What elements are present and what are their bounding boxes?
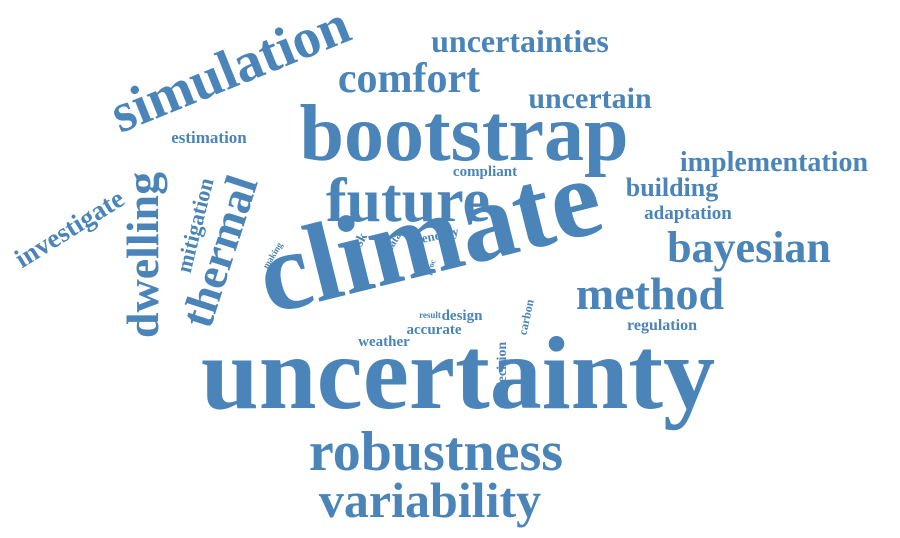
word-uncertainty: uncertainty [201, 316, 715, 431]
word-comfort: comfort [338, 56, 480, 102]
word-weather: weather [358, 334, 410, 350]
word-decision: decision [495, 342, 510, 390]
word-future: future [326, 167, 490, 235]
word-robustness: robustness [309, 421, 563, 483]
word-investigate: investigate [9, 183, 129, 274]
word-adaptation: adaptation [644, 203, 732, 224]
word-bayesian: bayesian [667, 223, 831, 272]
word-dwelling: dwelling [117, 172, 168, 338]
word-building: building [626, 173, 719, 202]
word-result: result [419, 310, 441, 320]
word-bootstrap: bootstrap [300, 90, 629, 178]
word-method: method [576, 268, 725, 319]
word-estimation: estimation [171, 128, 247, 147]
word-accurate: accurate [407, 322, 462, 338]
word-variability: variability [319, 472, 541, 528]
word-uncertain: uncertain [528, 82, 652, 115]
word-uncertainties: uncertainties [431, 23, 609, 59]
word-case: case [409, 243, 424, 252]
word-compliant: compliant [453, 164, 517, 180]
word-regulation: regulation [627, 317, 697, 334]
word-implementation: implementation [680, 147, 869, 178]
word-design: design [442, 308, 484, 324]
